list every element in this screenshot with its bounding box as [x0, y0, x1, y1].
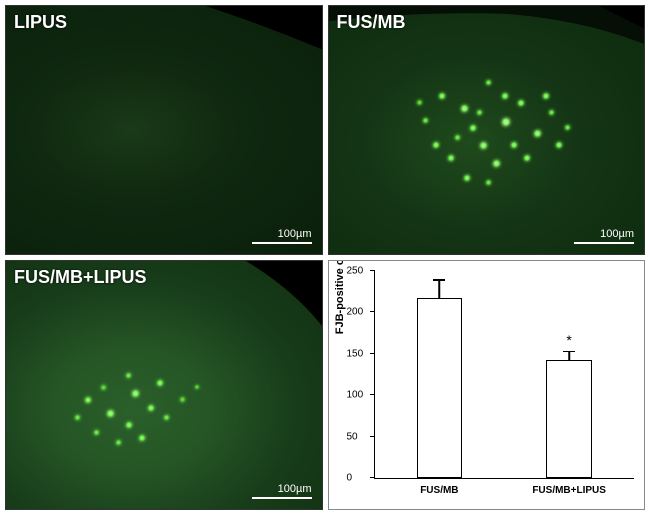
- panel-label-fusmb: FUS/MB: [337, 12, 406, 33]
- scale-text: 100µm: [278, 228, 312, 240]
- y-tick-label: 50: [347, 431, 358, 442]
- fjb-cell: [439, 93, 445, 99]
- scale-bar-lipus: 100µm: [252, 228, 312, 244]
- x-tick-label: FUS/MB: [420, 485, 458, 496]
- x-tick-label: FUS/MB+LIPUS: [532, 485, 606, 496]
- panel-chart: FJB-positive cells 0 50 100 150 200 250 FUS/MB…: [328, 260, 646, 510]
- y-axis-label: FJB-positive cells: [334, 260, 346, 334]
- error-cap: [563, 351, 575, 353]
- scale-text: 100µm: [600, 228, 634, 240]
- fjb-cell: [502, 93, 508, 99]
- y-tick: [370, 311, 375, 312]
- bar: [546, 360, 591, 478]
- panel-label-fusmblipus: FUS/MB+LIPUS: [14, 267, 147, 288]
- y-tick: [370, 394, 375, 395]
- y-tick-label: 250: [347, 266, 364, 277]
- fjb-cell: [180, 397, 185, 402]
- fjb-cell: [139, 435, 145, 441]
- y-tick-label: 200: [347, 307, 364, 318]
- tissue-edge-svg: [6, 6, 322, 254]
- micrograph-fusmb: [329, 6, 645, 254]
- scale-line: [252, 242, 312, 244]
- fjb-cell: [502, 118, 510, 126]
- y-tick: [370, 436, 375, 437]
- panel-label-lipus: LIPUS: [14, 12, 67, 33]
- fjb-cell: [101, 385, 106, 390]
- significance-marker: *: [566, 332, 571, 348]
- scale-bar-fusmb: 100µm: [574, 228, 634, 244]
- error-cap: [433, 279, 445, 281]
- fjb-cell: [164, 415, 169, 420]
- fjb-cell: [477, 110, 482, 115]
- fjb-cell: [148, 405, 154, 411]
- fjb-cell: [455, 135, 460, 140]
- fjb-cell: [493, 160, 500, 167]
- tissue-edge-svg: [329, 6, 645, 254]
- fjb-cell: [534, 130, 541, 137]
- micrograph-fusmblipus: [6, 261, 322, 509]
- y-tick: [370, 477, 375, 478]
- fjb-cell: [423, 118, 428, 123]
- chart-area: FJB-positive cells 050100150200250FUS/MB…: [374, 271, 635, 479]
- fjb-cell: [518, 100, 524, 106]
- panel-lipus: LIPUS 100µm: [5, 5, 323, 255]
- fjb-cell: [94, 430, 99, 435]
- error-bar: [568, 352, 570, 360]
- fjb-cell: [107, 410, 114, 417]
- fjb-cell: [524, 155, 530, 161]
- y-tick-label: 0: [347, 473, 353, 484]
- scale-text: 100µm: [278, 483, 312, 495]
- tissue-edge-svg: [6, 261, 322, 509]
- scale-line: [252, 497, 312, 499]
- fjb-cell: [486, 180, 491, 185]
- fjb-cell: [126, 373, 131, 378]
- fjb-cell: [464, 175, 470, 181]
- scale-bar-fusmblipus: 100µm: [252, 483, 312, 499]
- y-tick: [370, 353, 375, 354]
- y-tick-label: 150: [347, 348, 364, 359]
- y-tick: [370, 270, 375, 271]
- error-bar: [439, 281, 441, 298]
- bar: [417, 298, 462, 479]
- panel-fusmb: FUS/MB 100µm: [328, 5, 646, 255]
- panel-fusmblipus: FUS/MB+LIPUS 100µm: [5, 260, 323, 510]
- fjb-cell: [543, 93, 549, 99]
- y-tick-label: 100: [347, 390, 364, 401]
- scale-line: [574, 242, 634, 244]
- figure-grid: LIPUS 100µm FUS/MB 100µm FUS/MB+LIPUS 10: [5, 5, 645, 510]
- micrograph-lipus: [6, 6, 322, 254]
